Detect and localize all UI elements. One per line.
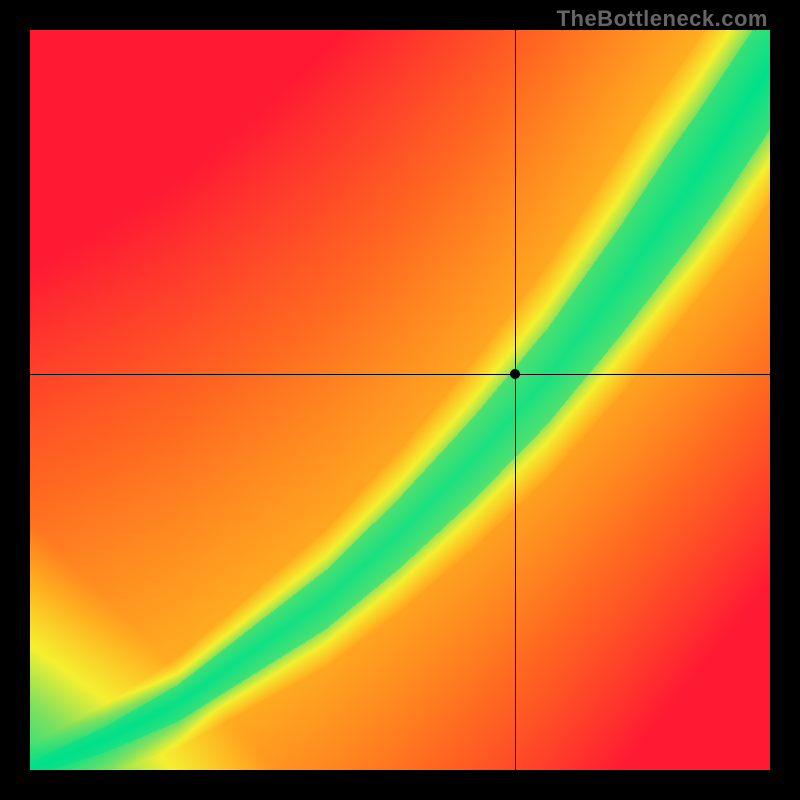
chart-container: TheBottleneck.com (0, 0, 800, 800)
crosshair-vertical (515, 30, 516, 770)
watermark-text: TheBottleneck.com (557, 6, 768, 32)
crosshair-horizontal (30, 374, 770, 375)
heatmap-canvas (30, 30, 770, 770)
marker-point (510, 369, 520, 379)
plot-area (30, 30, 770, 770)
